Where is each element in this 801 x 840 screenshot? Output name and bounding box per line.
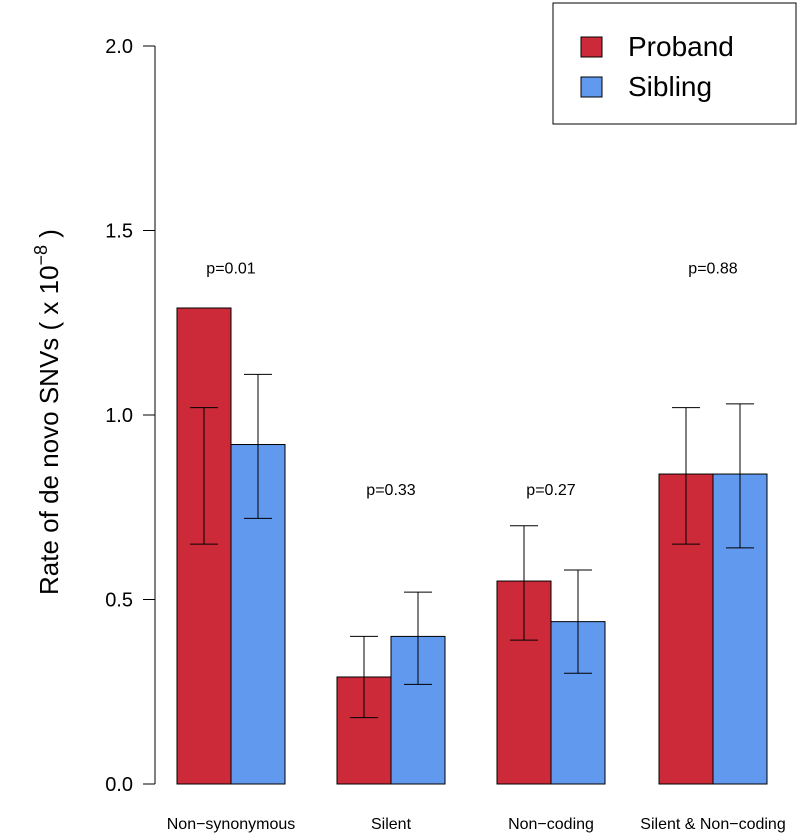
legend-swatch-proband <box>580 36 603 58</box>
bar-proband <box>176 307 232 785</box>
y-tick-label: 2.0 <box>105 36 133 58</box>
p-value-labels: p=0.01 p=0.33 p=0.27 p=0.88 <box>206 260 737 498</box>
legend: Proband Sibling <box>552 2 797 125</box>
y-axis-title-prefix: Rate of de novo SNVs ( x 10 <box>34 265 64 595</box>
legend-label-proband: Proband <box>628 31 734 62</box>
x-category-label: Silent & Non−coding <box>640 816 785 833</box>
x-category-labels: Non−synonymous Silent Non−coding Silent & N… <box>167 816 786 833</box>
p-value-label: p=0.33 <box>366 482 415 499</box>
x-category-label: Silent <box>371 816 412 833</box>
y-axis: 0.0 0.5 1.0 1.5 2.0 <box>105 36 156 796</box>
x-category-label: Non−coding <box>508 816 594 833</box>
y-axis-title: Rate of de novo SNVs ( x 10−8 ) <box>31 229 64 595</box>
y-tick-label: 1.5 <box>105 221 133 243</box>
bars-group <box>176 307 768 785</box>
y-axis-title-exponent: −8 <box>31 245 51 266</box>
legend-box <box>552 2 797 125</box>
legend-label-sibling: Sibling <box>628 71 712 102</box>
y-tick-label: 0.5 <box>105 590 133 612</box>
p-value-label: p=0.27 <box>526 482 575 499</box>
y-axis-title-text: Rate of de novo SNVs ( x 10−8 ) <box>31 229 64 595</box>
legend-swatch-sibling <box>580 76 603 98</box>
error-bars-group <box>190 373 754 719</box>
y-tick-label: 0.0 <box>105 774 133 796</box>
p-value-label: p=0.01 <box>206 260 255 277</box>
y-tick-label: 1.0 <box>105 405 133 427</box>
x-category-label: Non−synonymous <box>167 816 296 833</box>
y-axis-title-suffix: ) <box>34 229 64 245</box>
p-value-label: p=0.88 <box>688 260 737 277</box>
